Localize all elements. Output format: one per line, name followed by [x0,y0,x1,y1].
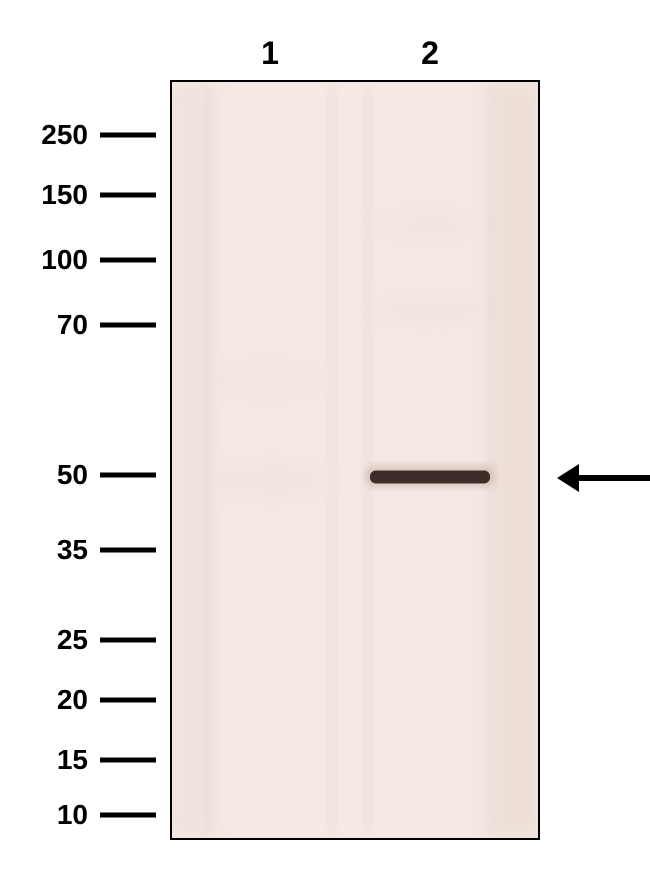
blot-membrane [170,80,540,840]
mw-tick [100,193,156,198]
mw-label: 10 [57,799,88,831]
mw-tick [100,133,156,138]
mw-label: 15 [57,744,88,776]
western-blot-figure: 250 150 100 70 50 35 25 20 15 10 1 2 [0,0,650,870]
mw-label: 250 [41,119,88,151]
arrow-icon [555,460,650,496]
mw-tick [100,698,156,703]
mw-tick [100,638,156,643]
mw-tick [100,758,156,763]
mw-tick [100,258,156,263]
mw-label: 100 [41,244,88,276]
mw-tick [100,473,156,478]
lane-label: 1 [261,35,279,72]
mw-label: 70 [57,309,88,341]
mw-label: 150 [41,179,88,211]
mw-tick [100,548,156,553]
mw-tick [100,323,156,328]
mw-label: 25 [57,624,88,656]
mw-label: 50 [57,459,88,491]
mw-label: 20 [57,684,88,716]
lane-label: 2 [421,35,439,72]
mw-label: 35 [57,534,88,566]
mw-tick [100,813,156,818]
